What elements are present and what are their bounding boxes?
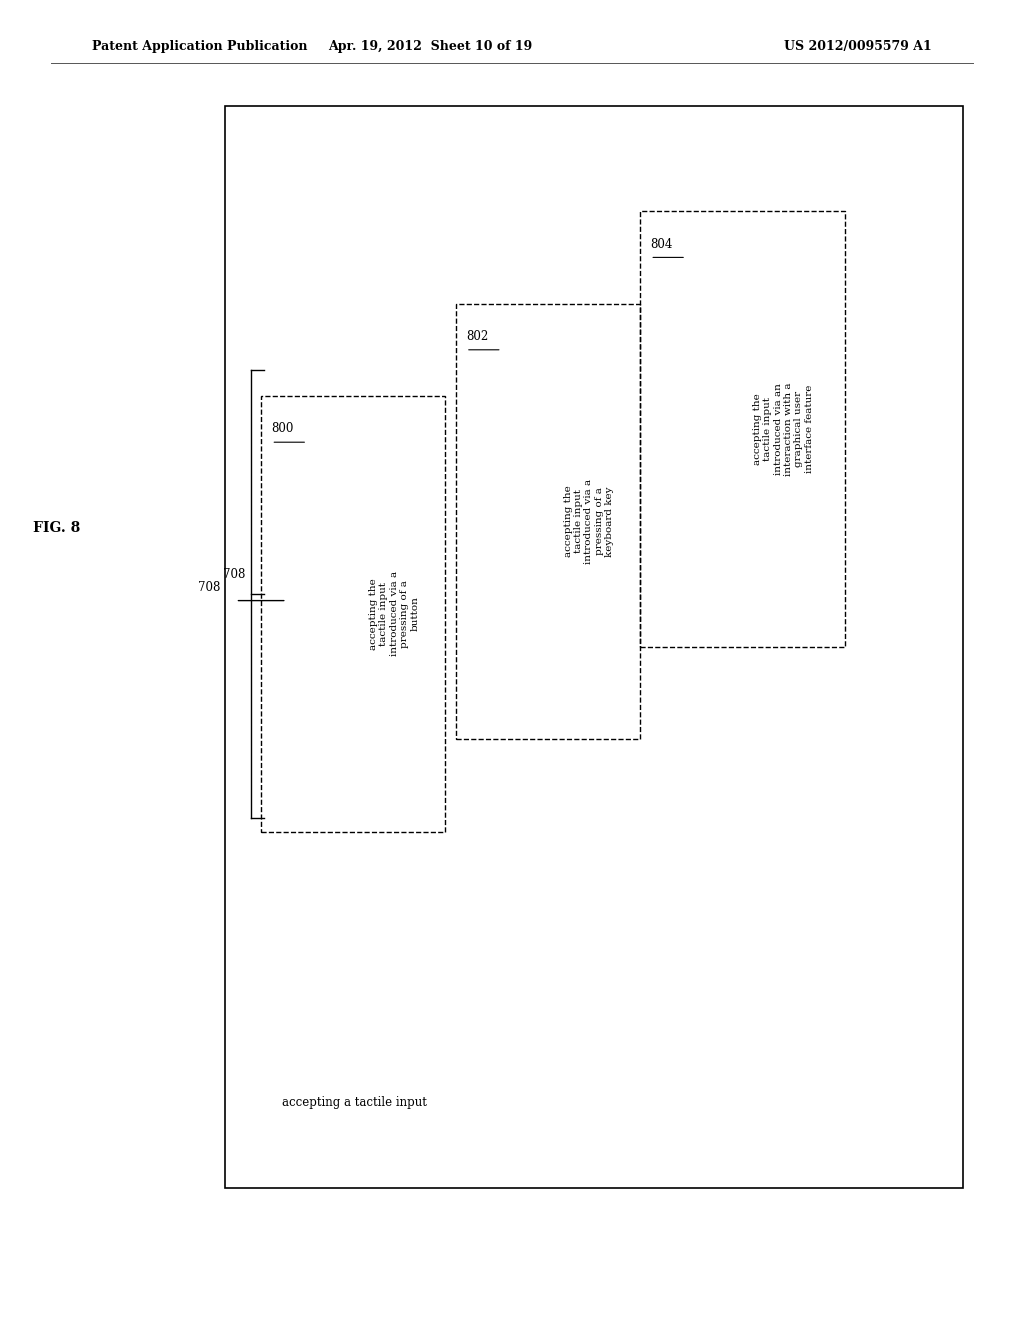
Text: accepting the
tactile input
introduced via an
interaction with a
graphical user
: accepting the tactile input introduced v…	[753, 383, 814, 475]
Text: 708: 708	[198, 581, 220, 594]
Text: accepting the
tactile input
introduced via a
pressing of a
keyboard key: accepting the tactile input introduced v…	[563, 479, 614, 564]
Text: accepting a tactile input: accepting a tactile input	[282, 1096, 426, 1109]
Text: 804: 804	[650, 238, 673, 251]
Text: 708: 708	[223, 568, 246, 581]
Text: accepting the
tactile input
introduced via a
pressing of a
button: accepting the tactile input introduced v…	[369, 572, 420, 656]
Text: US 2012/0095579 A1: US 2012/0095579 A1	[784, 40, 932, 53]
Text: 800: 800	[271, 422, 294, 436]
Text: Apr. 19, 2012  Sheet 10 of 19: Apr. 19, 2012 Sheet 10 of 19	[328, 40, 532, 53]
Text: Patent Application Publication: Patent Application Publication	[92, 40, 307, 53]
Text: 802: 802	[466, 330, 488, 343]
Text: FIG. 8: FIG. 8	[33, 521, 80, 535]
